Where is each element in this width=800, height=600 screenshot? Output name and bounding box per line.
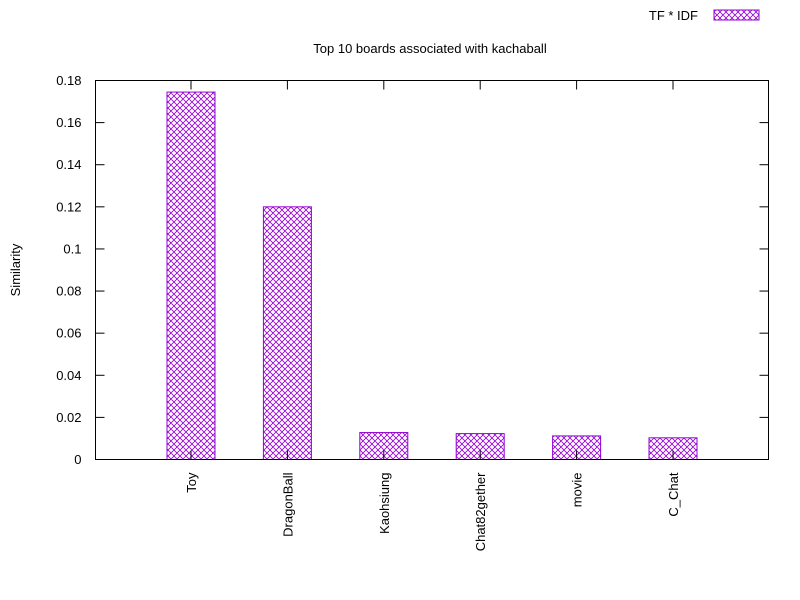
x-tick-label: Kaohsiung [377,473,392,534]
bar-toy [166,91,216,460]
x-tick-label: Toy [184,472,199,493]
x-tick-label: movie [570,473,585,508]
y-tick-label: 0.06 [56,326,81,341]
legend-label: TF * IDF [649,8,698,23]
bar-dragonball [262,206,312,460]
x-tick-label: DragonBall [280,472,295,536]
y-tick-label: 0.18 [56,73,81,88]
y-tick-label: 0.14 [56,157,81,172]
y-axis-ticks: 0 0.02 0.04 0.06 0.08 0.1 0.12 0.14 0.16 0.18 [56,73,769,467]
x-tick-label: Chat82gether [473,472,488,551]
y-tick-label: 0.02 [56,410,81,425]
y-tick-label: 0.04 [56,368,81,383]
bars [166,91,698,461]
y-tick-label: 0.08 [56,284,81,299]
legend-swatch [713,9,760,21]
y-tick-label: 0.12 [56,199,81,214]
plot-frame [95,80,769,460]
y-tick-label: 0.1 [63,241,81,256]
legend: TF * IDF [649,8,760,23]
x-tick-label: C_Chat [666,472,681,516]
y-axis-label: Similarity [8,243,23,296]
chart-title: Top 10 boards associated with kachaball [313,41,547,56]
y-tick-label: 0 [74,452,81,467]
y-tick-label: 0.16 [56,115,81,130]
x-axis-ticks: Toy DragonBall Kaohsiung Chat82gether movie C… [184,80,681,551]
